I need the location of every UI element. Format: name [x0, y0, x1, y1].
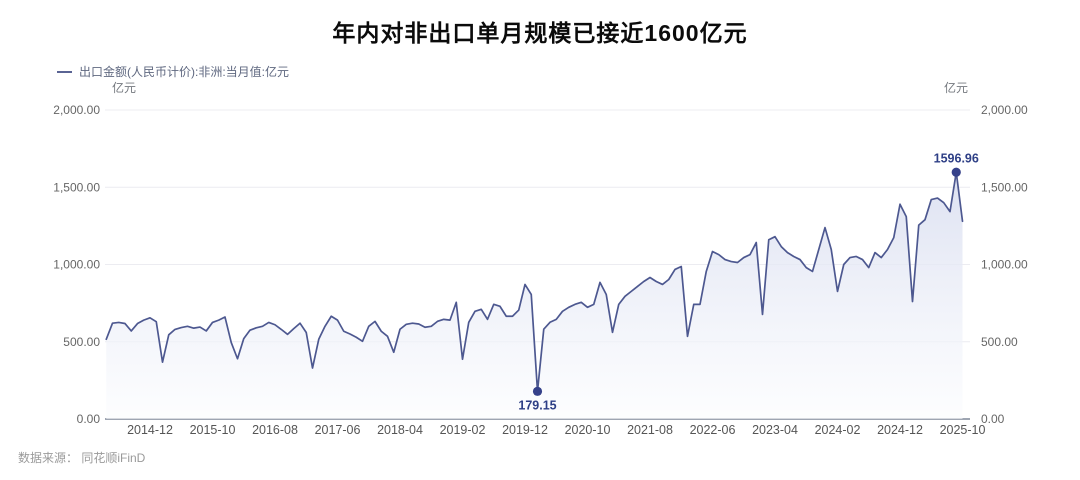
y-axis-tick-label-left: 500.00 — [63, 335, 100, 349]
series-line — [105, 171, 964, 393]
x-axis-tick-label: 2019-02 — [440, 423, 486, 437]
chart-title: 年内对非出口单月规模已接近1600亿元 — [332, 20, 748, 46]
x-axis-tick-label: 2016-08 — [252, 423, 298, 437]
annotation-label: 179.15 — [518, 398, 556, 412]
x-axis-tick-label: 2022-06 — [690, 423, 736, 437]
x-axis-tick-label: 2024-02 — [815, 423, 861, 437]
x-axis-tick-label: 2024-12 — [877, 423, 923, 437]
x-axis-tick-label: 2025-10 — [940, 423, 986, 437]
y-axis-tick-label-right: 0.00 — [981, 412, 1005, 426]
x-axis-tick-label: 2019-12 — [502, 423, 548, 437]
legend-label: 出口金额(人民币计价):非洲:当月值:亿元 — [79, 65, 289, 79]
x-axis-tick-label: 2014-12 — [127, 423, 173, 437]
y-axis-tick-label-left: 1,000.00 — [53, 258, 100, 272]
legend-line-icon — [57, 70, 72, 73]
data-source-note: 数据来源： 同花顺iFinD — [18, 451, 146, 465]
annotation-label: 1596.96 — [934, 151, 979, 165]
x-axis-tick-label: 2018-04 — [377, 423, 423, 437]
series-area — [106, 172, 963, 419]
x-axis-tick-label: 2017-06 — [315, 423, 361, 437]
data-point-marker — [951, 167, 961, 177]
y-axis-tick-label-right: 500.00 — [981, 335, 1018, 349]
y-axis-unit-left: 亿元 — [112, 81, 137, 95]
x-axis-tick-label: 2015-10 — [190, 423, 236, 437]
y-axis-tick-label-right: 2,000.00 — [981, 103, 1028, 117]
y-axis-tick-label-right: 1,500.00 — [981, 180, 1028, 194]
y-axis-unit-right: 亿元 — [944, 81, 969, 95]
x-axis-tick-label: 2021-08 — [627, 423, 673, 437]
y-axis-tick-label-left: 0.00 — [77, 412, 101, 426]
y-axis-tick-label-left: 2,000.00 — [53, 103, 100, 117]
y-axis-tick-label-right: 1,000.00 — [981, 258, 1028, 272]
data-point-marker — [532, 386, 543, 396]
y-axis-tick-label-left: 1,500.00 — [53, 180, 100, 194]
x-axis-tick-label: 2020-10 — [565, 423, 611, 437]
x-axis-tick-label: 2023-04 — [752, 423, 798, 437]
legend: 出口金额(人民币计价):非洲:当月值:亿元 — [57, 63, 289, 80]
